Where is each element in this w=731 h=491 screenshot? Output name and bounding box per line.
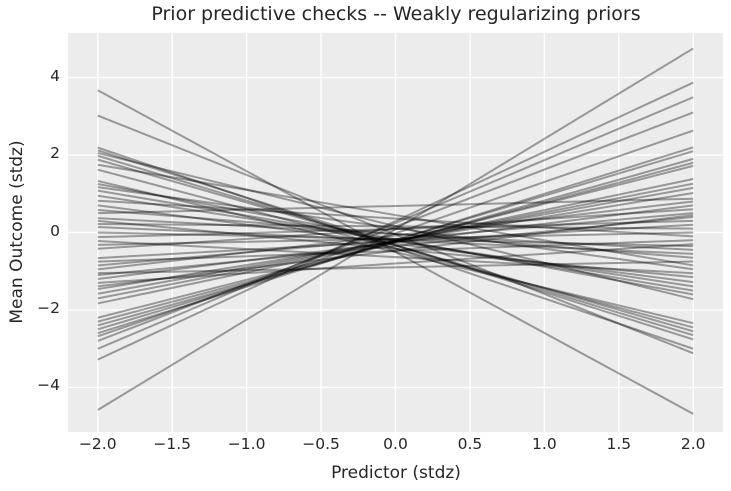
prior-draw-line (97, 129, 694, 338)
prior-draw-line (97, 216, 694, 277)
x-tick-label: 0.5 (457, 435, 483, 453)
prior-draw-line (97, 223, 694, 260)
x-tick-label: −1.0 (227, 435, 266, 453)
prior-draw-line (97, 260, 694, 275)
y-tick-label: −2 (37, 298, 60, 317)
prior-draw-line (97, 243, 694, 284)
y-tick-label: 2 (50, 144, 60, 163)
prior-draw-line (97, 178, 694, 305)
prior-draw-line (97, 161, 694, 323)
prior-draw-line (97, 154, 694, 337)
x-tick-label: −1.5 (153, 435, 192, 453)
prior-draw-line (97, 81, 694, 361)
prior-draw-line (97, 212, 694, 267)
prior-draw-line (97, 152, 694, 301)
prior-draw-line (97, 194, 694, 288)
x-tick-label: 1.5 (606, 435, 632, 453)
prior-draw-line (97, 182, 694, 300)
prior-draw-line (97, 222, 694, 230)
prior-draw-line (97, 204, 694, 284)
prior-draw-line (97, 186, 694, 295)
prior-draw-line (97, 208, 694, 259)
prior-draw-line (97, 208, 694, 250)
chart-title: Prior predictive checks -- Weakly regula… (151, 3, 641, 25)
prior-draw-line (97, 186, 694, 271)
prior-draw-line (97, 231, 694, 248)
prior-draw-line (97, 150, 694, 331)
prior-draw-line (97, 199, 694, 238)
prior-draw-line (97, 157, 694, 327)
prior-draw-line (97, 96, 694, 350)
prior-draw-line (97, 47, 694, 411)
prior-draw-line (97, 214, 694, 288)
x-tick-label: 0.0 (383, 435, 408, 453)
prior-draw-line (97, 158, 694, 333)
x-tick-label: −2.0 (78, 435, 117, 453)
prior-draw-line (97, 239, 694, 275)
prior-draw-line (97, 239, 694, 263)
prior-draw-line (97, 192, 694, 291)
prior-draw-line (97, 163, 694, 267)
prior-draw-line (97, 226, 694, 255)
prior-draw-line (97, 164, 694, 319)
prior-draw-line (97, 111, 694, 342)
prior-draw-line (97, 114, 694, 355)
y-tick-label: −4 (37, 376, 60, 395)
prior-draw-line (97, 168, 694, 329)
prior-draw-line (97, 197, 694, 215)
x-axis-label: Predictor (stdz) (331, 463, 461, 483)
x-tick-label: 2.0 (680, 435, 706, 453)
y-tick-label: 0 (50, 221, 60, 240)
x-tick-label: −0.5 (302, 435, 340, 453)
prior-draw-line (97, 189, 694, 292)
prior-draw-line (97, 183, 694, 296)
prior-draw-line (97, 179, 694, 325)
prior-draw-line (97, 219, 694, 279)
prior-draw-line (97, 204, 694, 280)
y-tick-label: 4 (50, 66, 60, 85)
prior-draw-line (97, 219, 694, 239)
prior-draw-line (97, 149, 694, 341)
prior-draw-line (97, 231, 694, 246)
prior-draw-line (97, 146, 694, 350)
prior-draw-line (97, 217, 694, 251)
x-tick-label: 1.0 (532, 435, 557, 453)
prior-draw-line (97, 200, 694, 271)
prior-draw-line (97, 89, 694, 415)
prior-draw-line (97, 146, 694, 335)
plot-area (68, 33, 723, 432)
